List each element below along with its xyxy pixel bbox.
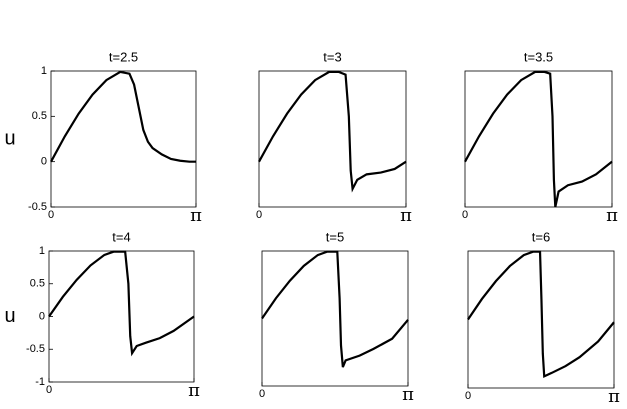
plot-frame: [50, 70, 197, 208]
y-axis-label: u: [4, 127, 15, 149]
x-tick-label: 0: [462, 209, 468, 221]
panel-title: t=6: [532, 229, 550, 244]
x-tick-label: 0: [48, 209, 54, 221]
plot-frame: [261, 250, 409, 387]
panel-title: t=3.5: [524, 49, 553, 64]
curve: [48, 250, 195, 357]
panel-title: t=2.5: [109, 49, 138, 64]
plot-frame: [464, 70, 613, 208]
y-axis-label: u: [4, 305, 15, 327]
curve: [464, 70, 613, 208]
y-tick-label: 1: [39, 245, 45, 257]
y-tick-label: 0.5: [32, 110, 47, 122]
y-tick-label: -0.5: [28, 201, 47, 213]
curve: [258, 70, 407, 193]
y-tick-label: 0.5: [30, 278, 45, 290]
y-tick-label: 0: [41, 156, 47, 168]
curve: [261, 250, 409, 368]
x-tick-label: π: [606, 205, 618, 226]
plot-frame: [48, 250, 195, 383]
y-tick-label: -0.5: [26, 343, 45, 355]
x-tick-label: π: [400, 205, 412, 226]
x-tick-label: 0: [259, 388, 265, 400]
x-tick-label: π: [188, 380, 200, 401]
x-tick-label: 0: [256, 209, 262, 221]
panel-title: t=5: [326, 229, 344, 244]
y-tick-label: 0: [39, 310, 45, 322]
panel-title: t=3: [323, 49, 341, 64]
y-tick-label: -1: [35, 376, 45, 388]
curve: [50, 70, 196, 163]
x-tick-label: 0: [46, 384, 52, 396]
curve: [467, 250, 615, 379]
plot-frame: [258, 70, 407, 208]
x-tick-label: π: [402, 384, 414, 405]
x-tick-label: π: [608, 386, 620, 407]
panel-title: t=4: [112, 229, 130, 244]
x-tick-label: 0: [465, 390, 471, 402]
y-tick-label: 1: [41, 65, 47, 77]
x-tick-label: π: [190, 205, 202, 226]
